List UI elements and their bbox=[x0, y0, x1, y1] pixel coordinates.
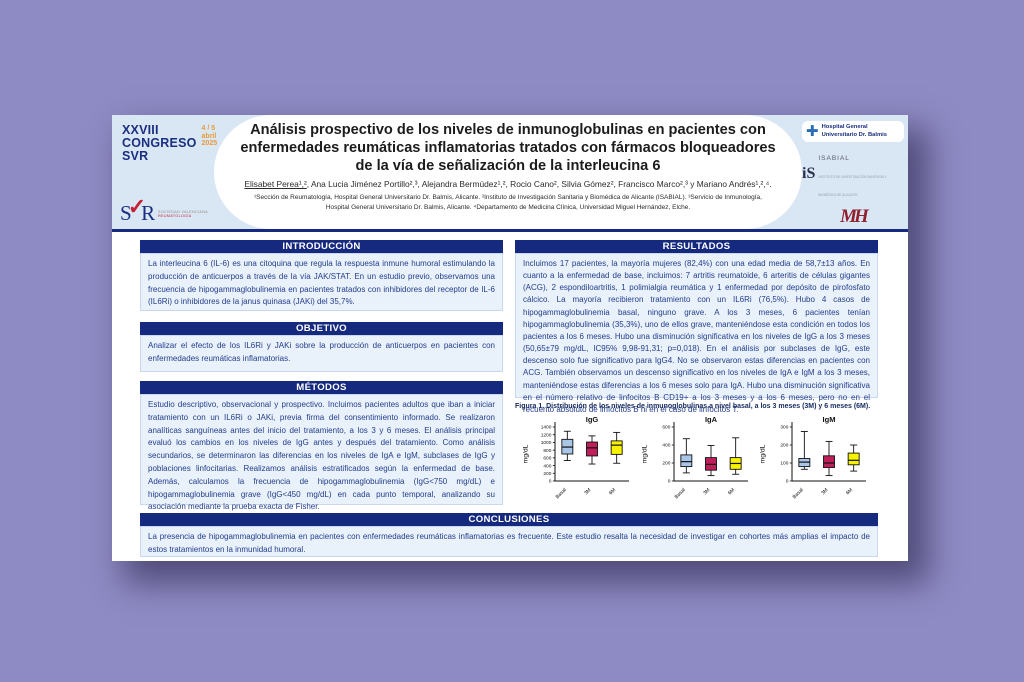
boxplot-igm: IgM mg/dL 0 100 200 300 Basal 3M 6M bbox=[756, 414, 874, 514]
svg-text:200: 200 bbox=[780, 443, 788, 449]
svg-text:600: 600 bbox=[662, 425, 670, 431]
section-body-metodos: Estudio descriptivo, observacional y pro… bbox=[140, 394, 503, 511]
congress-name: XXVIII CONGRESO SVR bbox=[122, 123, 197, 163]
congress-logo: XXVIII CONGRESO SVR 4 / 5 abril 2025 bbox=[122, 123, 217, 163]
section-title-conclusiones: CONCLUSIONES bbox=[140, 513, 878, 526]
section-body-resultados: Incluimos 17 pacientes, la mayoría mujer… bbox=[515, 253, 878, 414]
isabial-logo: iS ISABIAL INSTITUTO DE INVESTIGACIÓN SA… bbox=[802, 147, 904, 201]
svr-society-line2: REUMATOLOGÍA bbox=[158, 214, 192, 219]
header-divider bbox=[112, 229, 908, 232]
poster-header: XXVIII CONGRESO SVR 4 / 5 abril 2025 S ✓ R SOC… bbox=[112, 115, 908, 229]
section-title-introduccion: INTRODUCCIÓN bbox=[140, 240, 503, 253]
boxplot-iga: IgA mg/dL 0 200 400 600 Basal 3M 6M bbox=[638, 414, 756, 514]
svg-text:1000: 1000 bbox=[541, 440, 552, 446]
svg-text:400: 400 bbox=[543, 463, 551, 469]
svg-text:3M: 3M bbox=[702, 487, 711, 496]
hospital-cross-icon: ✚ bbox=[806, 123, 819, 140]
boxplot-igg: IgG mg/dL 0 200 400 600 800 1000 1200 1400 Basal 3M… bbox=[519, 414, 637, 514]
svg-text:3M: 3M bbox=[583, 487, 592, 496]
svg-text:IgM: IgM bbox=[823, 415, 836, 424]
svr-letter-s: S bbox=[120, 201, 132, 226]
svr-check-icon: ✓ bbox=[127, 194, 147, 219]
svg-text:1400: 1400 bbox=[541, 425, 552, 431]
first-author: Elisabet Perea¹,² bbox=[244, 179, 307, 190]
hospital-name: Hospital General Universitario Dr. Balmi… bbox=[821, 124, 887, 138]
affiliations: ¹Sección de Reumatología, Hospital Gener… bbox=[254, 194, 762, 211]
title-panel: Análisis prospectivo de los niveles de i… bbox=[214, 115, 802, 229]
congress-date: 4 / 5 abril 2025 bbox=[201, 125, 218, 148]
poster-title: Análisis prospectivo de los niveles de i… bbox=[240, 122, 776, 174]
svg-text:IgG: IgG bbox=[586, 415, 599, 424]
svg-text:3M: 3M bbox=[820, 487, 829, 496]
section-body-objetivo: Analizar el efecto de los IL6Ri y JAKi s… bbox=[140, 335, 503, 372]
section-title-objetivo: OBJETIVO bbox=[140, 322, 503, 335]
svg-text:6M: 6M bbox=[845, 487, 854, 496]
svg-text:800: 800 bbox=[543, 448, 551, 454]
svg-text:mg/dL: mg/dL bbox=[641, 444, 648, 463]
section-title-resultados: RESULTADOS bbox=[515, 240, 878, 253]
svg-text:Basal: Basal bbox=[673, 487, 686, 500]
svg-text:Basal: Basal bbox=[792, 487, 805, 500]
svg-text:100: 100 bbox=[780, 461, 788, 467]
isabial-name: ISABIAL bbox=[818, 155, 850, 162]
svg-text:300: 300 bbox=[780, 425, 788, 431]
hospital-logo: ✚ Hospital General Universitario Dr. Bal… bbox=[802, 121, 904, 142]
svg-text:mg/dL: mg/dL bbox=[760, 444, 767, 463]
svg-text:mg/dL: mg/dL bbox=[523, 444, 530, 463]
section-body-conclusiones: La presencia de hipogammaglobulinemia en… bbox=[140, 526, 878, 557]
svg-text:6M: 6M bbox=[726, 487, 735, 496]
svg-text:400: 400 bbox=[662, 443, 670, 449]
figure-caption: Figura 1. Distribución de los niveles de… bbox=[515, 403, 871, 410]
svg-text:1200: 1200 bbox=[541, 432, 552, 438]
svg-text:Basal: Basal bbox=[555, 487, 568, 500]
svg-text:IgA: IgA bbox=[704, 415, 717, 424]
svr-society-text: SOCIEDAD VALENCIANA REUMATOLOGÍA bbox=[158, 210, 208, 223]
svg-text:200: 200 bbox=[662, 461, 670, 467]
svg-text:0: 0 bbox=[549, 479, 552, 485]
institution-logos: ✚ Hospital General Universitario Dr. Bal… bbox=[802, 121, 904, 228]
svg-text:6M: 6M bbox=[608, 487, 617, 496]
section-body-introduccion: La interleucina 6 (IL-6) es una citoquin… bbox=[140, 253, 503, 311]
svr-letter-r: R bbox=[141, 201, 156, 226]
other-authors: , Ana Lucia Jiménez Portillo²,³, Alejand… bbox=[306, 179, 772, 190]
authors-line: Elisabet Perea¹,², Ana Lucia Jiménez Por… bbox=[232, 179, 784, 189]
isabial-mark: iS bbox=[802, 165, 816, 182]
svr-society-line1: SOCIEDAD VALENCIANA bbox=[158, 209, 209, 214]
section-title-metodos: MÉTODOS bbox=[140, 381, 503, 394]
figure-1: IgG mg/dL 0 200 400 600 800 1000 1200 1400 Basal 3M… bbox=[515, 414, 878, 514]
svg-text:600: 600 bbox=[543, 456, 551, 462]
umh-logo: MH bbox=[840, 206, 869, 227]
conference-poster: XXVIII CONGRESO SVR 4 / 5 abril 2025 S ✓ R SOC… bbox=[112, 115, 908, 561]
svg-text:200: 200 bbox=[543, 471, 551, 477]
isabial-subtext: INSTITUTO DE INVESTIGACIÓN SANITARIA Y B… bbox=[818, 175, 887, 197]
svr-society-logo: S ✓ R SOCIEDAD VALENCIANA REUMATOLOGÍA bbox=[120, 194, 220, 226]
svg-text:0: 0 bbox=[786, 479, 789, 485]
svg-text:0: 0 bbox=[667, 479, 670, 485]
